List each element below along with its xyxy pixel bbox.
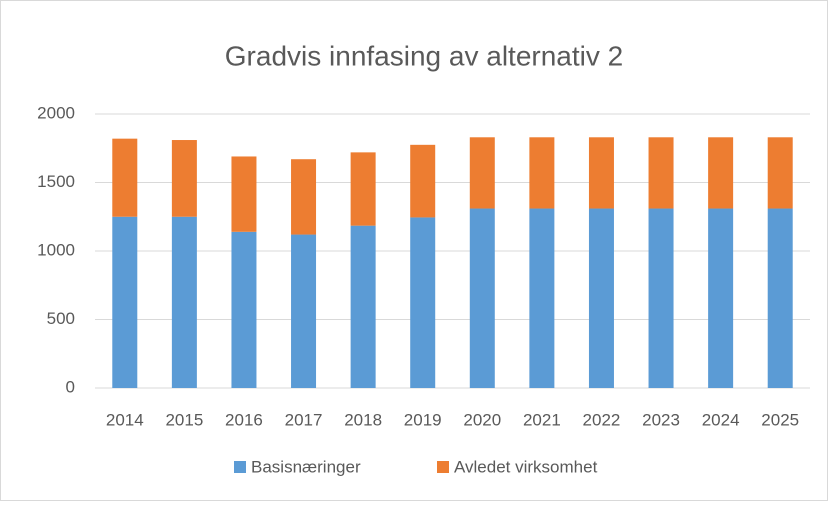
y-tick-label: 1000 xyxy=(37,240,75,259)
bar-segment xyxy=(291,159,317,235)
bar-segment xyxy=(469,208,495,388)
legend-swatch xyxy=(437,461,449,473)
x-tick-label: 2025 xyxy=(761,410,799,429)
bar-segment xyxy=(112,216,138,388)
bar-segment xyxy=(171,216,197,388)
x-tick-label: 2023 xyxy=(642,410,680,429)
bar-segment xyxy=(291,234,317,388)
chart-title: Gradvis innfasing av alternativ 2 xyxy=(225,40,623,71)
y-tick-label: 0 xyxy=(66,377,75,396)
legend-label: Avledet virksomhet xyxy=(454,457,598,476)
bar-segment xyxy=(708,208,734,388)
x-tick-label: 2016 xyxy=(225,410,263,429)
bar-segment xyxy=(648,137,674,209)
x-tick-label: 2015 xyxy=(165,410,203,429)
legend-swatch xyxy=(234,461,246,473)
x-tick-label: 2021 xyxy=(523,410,561,429)
bar-segment xyxy=(529,137,555,209)
bar-segment xyxy=(112,138,138,217)
bar-segment xyxy=(708,137,734,209)
bar-segment xyxy=(767,208,793,388)
bar-segment xyxy=(231,231,257,388)
x-tick-label: 2024 xyxy=(702,410,740,429)
x-tick-label: 2019 xyxy=(404,410,442,429)
bar-segment xyxy=(350,225,376,388)
x-tick-label: 2020 xyxy=(463,410,501,429)
bar-segment xyxy=(350,152,376,226)
bar-segment xyxy=(171,140,197,217)
bar-segment xyxy=(648,208,674,388)
legend-label: Basisnæringer xyxy=(251,457,361,476)
bar-segment xyxy=(469,137,495,209)
y-tick-label: 1500 xyxy=(37,172,75,191)
bar-segment xyxy=(410,144,436,218)
x-tick-label: 2017 xyxy=(285,410,323,429)
x-tick-label: 2014 xyxy=(106,410,144,429)
bar-segment xyxy=(588,137,614,209)
x-tick-label: 2018 xyxy=(344,410,382,429)
bar-segment xyxy=(767,137,793,209)
bar-segment xyxy=(231,156,257,232)
x-tick-label: 2022 xyxy=(583,410,621,429)
y-tick-label: 500 xyxy=(47,309,75,328)
y-tick-label: 2000 xyxy=(37,103,75,122)
bar-segment xyxy=(529,208,555,388)
bar-segment xyxy=(588,208,614,388)
bar-segment xyxy=(410,217,436,388)
